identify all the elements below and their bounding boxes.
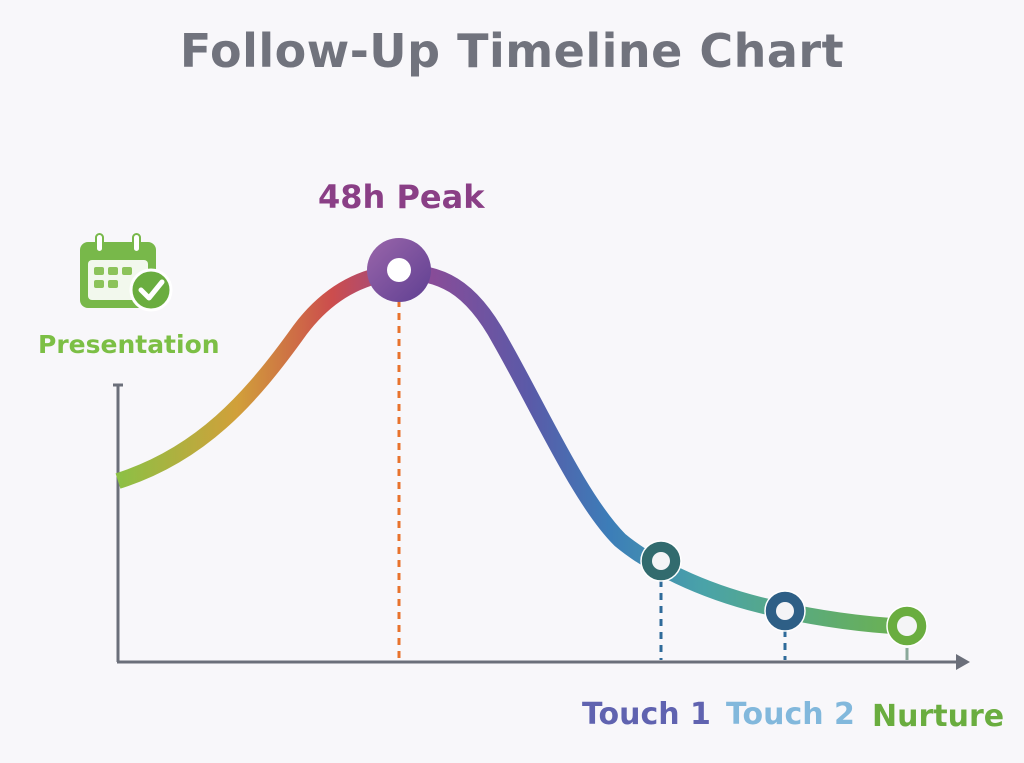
touch1-marker[interactable] xyxy=(640,540,682,582)
peak-label: 48h Peak xyxy=(318,178,485,216)
chart-title: Follow-Up Timeline Chart xyxy=(179,24,845,78)
touch2-marker[interactable] xyxy=(764,590,806,632)
peak-marker[interactable] xyxy=(367,238,431,302)
presentation-label: Presentation xyxy=(38,330,220,359)
engagement-curve xyxy=(115,263,908,635)
calendar-check-icon xyxy=(80,233,173,312)
touch2-label: Touch 2 xyxy=(726,697,855,732)
axes xyxy=(113,383,970,670)
touch1-label: Touch 1 xyxy=(582,697,711,732)
nurture-label: Nurture xyxy=(872,699,1005,734)
x-axis-arrow-icon xyxy=(956,654,970,670)
nurture-marker[interactable] xyxy=(886,605,928,647)
